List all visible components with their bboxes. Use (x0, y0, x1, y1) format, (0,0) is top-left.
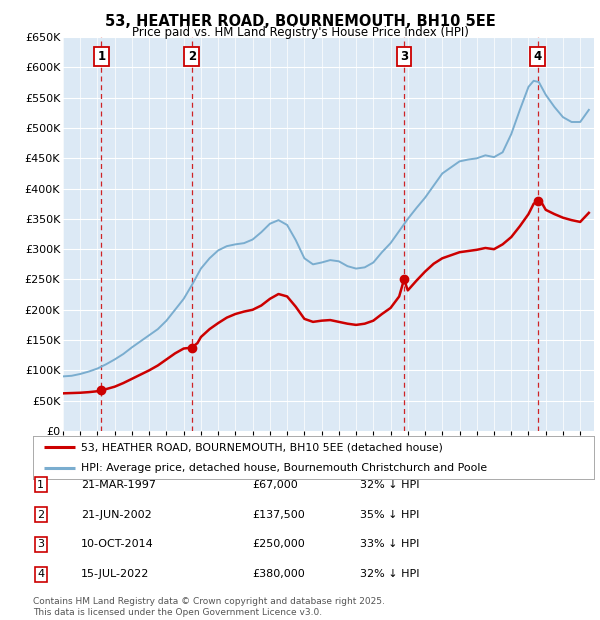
Text: 2: 2 (188, 50, 196, 63)
Text: 32% ↓ HPI: 32% ↓ HPI (360, 480, 419, 490)
Text: 1: 1 (97, 50, 106, 63)
Text: £250,000: £250,000 (252, 539, 305, 549)
Text: 3: 3 (37, 539, 44, 549)
Text: 21-MAR-1997: 21-MAR-1997 (81, 480, 156, 490)
Text: 32% ↓ HPI: 32% ↓ HPI (360, 569, 419, 579)
Text: £380,000: £380,000 (252, 569, 305, 579)
Text: HPI: Average price, detached house, Bournemouth Christchurch and Poole: HPI: Average price, detached house, Bour… (80, 463, 487, 473)
Text: 35% ↓ HPI: 35% ↓ HPI (360, 510, 419, 520)
Text: 21-JUN-2002: 21-JUN-2002 (81, 510, 152, 520)
Text: Price paid vs. HM Land Registry's House Price Index (HPI): Price paid vs. HM Land Registry's House … (131, 26, 469, 39)
Text: 1: 1 (37, 480, 44, 490)
Text: 10-OCT-2014: 10-OCT-2014 (81, 539, 154, 549)
Text: 4: 4 (37, 569, 44, 579)
Text: 3: 3 (400, 50, 408, 63)
Text: 53, HEATHER ROAD, BOURNEMOUTH, BH10 5EE (detached house): 53, HEATHER ROAD, BOURNEMOUTH, BH10 5EE … (80, 442, 443, 452)
Text: £67,000: £67,000 (252, 480, 298, 490)
Text: £137,500: £137,500 (252, 510, 305, 520)
Text: 53, HEATHER ROAD, BOURNEMOUTH, BH10 5EE: 53, HEATHER ROAD, BOURNEMOUTH, BH10 5EE (104, 14, 496, 29)
Text: 33% ↓ HPI: 33% ↓ HPI (360, 539, 419, 549)
Text: 2: 2 (37, 510, 44, 520)
Text: Contains HM Land Registry data © Crown copyright and database right 2025.
This d: Contains HM Land Registry data © Crown c… (33, 598, 385, 617)
Text: 4: 4 (533, 50, 542, 63)
Text: 15-JUL-2022: 15-JUL-2022 (81, 569, 149, 579)
